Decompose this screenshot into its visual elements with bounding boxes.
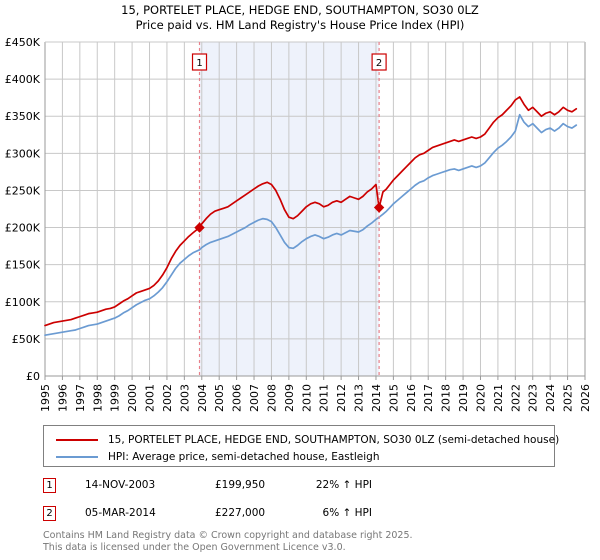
marker-box <box>371 53 387 71</box>
y-axis-tick-label: £200K <box>5 222 41 235</box>
series-line-hpi <box>44 113 578 337</box>
x-axis-tick-label: 1996 <box>56 384 69 412</box>
x-axis-tick-label: 2009 <box>283 384 296 412</box>
x-axis-tick-label: 1999 <box>109 384 122 412</box>
x-axis-tick-label: 2006 <box>231 384 244 412</box>
x-axis-tick-label: 2012 <box>335 384 348 412</box>
x-axis-tick-label: 2026 <box>579 384 592 412</box>
y-axis-tick-label: £50K <box>12 333 41 346</box>
chart-legend: 15, PORTELET PLACE, HEDGE END, SOUTHAMPT… <box>43 425 559 467</box>
x-axis-tick-label: 2016 <box>405 384 418 412</box>
x-axis-tick-label: 2018 <box>440 384 453 412</box>
y-axis-tick-label: £250K <box>5 184 41 197</box>
x-axis-tick-label: 2002 <box>161 384 174 412</box>
x-axis-tick-label: 2022 <box>509 384 522 412</box>
x-axis-tick-label: 1998 <box>91 384 104 412</box>
transaction-date-1: 14-NOV-2003 <box>85 479 156 491</box>
marker-box <box>191 53 208 71</box>
sale-point-marker <box>194 222 205 233</box>
y-axis-tick-label: £150K <box>5 259 41 272</box>
footer-line-1: Contains HM Land Registry data © Crown c… <box>43 530 413 541</box>
sale-point-marker <box>373 202 385 213</box>
footer-line-2: This data is licensed under the Open Gov… <box>43 541 346 553</box>
title-line-2: Price paid vs. HM Land Registry's House … <box>135 18 465 32</box>
x-axis-tick-label: 2014 <box>370 384 383 412</box>
legend-swatch-property <box>56 438 98 441</box>
legend-label-hpi: HPI: Average price, semi-detached house,… <box>108 450 380 463</box>
x-axis-tick-label: 2011 <box>318 384 331 412</box>
legend-item-hpi: HPI: Average price, semi-detached house,… <box>44 448 554 465</box>
x-axis-tick-label: 2020 <box>474 384 487 412</box>
x-axis-tick-label: 2023 <box>527 384 540 412</box>
series-line-property <box>44 96 578 327</box>
legend-swatch-hpi <box>56 455 98 458</box>
x-axis-tick-label: 2010 <box>300 384 313 412</box>
transaction-price-2: £227,000 <box>215 507 266 519</box>
x-axis-tick-label: 1997 <box>74 384 87 412</box>
x-axis-tick-label: 2017 <box>422 384 435 412</box>
x-axis-tick-label: 2005 <box>213 384 226 412</box>
x-axis-tick-label: 1995 <box>39 384 52 412</box>
transaction-date-2: 05-MAR-2014 <box>85 507 156 519</box>
x-axis-tick-label: 2007 <box>248 384 261 412</box>
transaction-hpi-2: 6% ↑ HPI <box>322 507 372 519</box>
marker-box-label: 2 <box>376 58 382 69</box>
transaction-row-2: 2 05-MAR-2014 £227,000 6% ↑ HPI <box>43 505 403 521</box>
y-axis-tick-label: £350K <box>5 110 41 123</box>
x-axis-tick-label: 2021 <box>492 384 505 412</box>
legend-item-property: 15, PORTELET PLACE, HEDGE END, SOUTHAMPT… <box>44 431 559 448</box>
legend-label-property: 15, PORTELET PLACE, HEDGE END, SOUTHAMPT… <box>108 433 560 446</box>
x-axis-tick-label: 2015 <box>387 384 400 412</box>
transaction-price-1: £199,950 <box>215 479 266 491</box>
x-axis-tick-label: 2004 <box>196 384 209 412</box>
title-line-1: 15, PORTELET PLACE, HEDGE END, SOUTHAMPT… <box>121 3 479 17</box>
transaction-badge-1: 1 <box>43 477 56 493</box>
x-axis-tick-label: 2001 <box>144 384 157 412</box>
x-axis-tick-label: 2025 <box>562 384 575 412</box>
x-axis-tick-label: 2003 <box>178 384 191 412</box>
transaction-row-1: 1 14-NOV-2003 £199,950 22% ↑ HPI <box>43 477 403 493</box>
x-axis-tick-label: 2013 <box>353 384 366 412</box>
transaction-badge-2: 2 <box>43 505 56 521</box>
y-axis-tick-label: £400K <box>5 73 41 86</box>
y-axis-tick-label: £100K <box>5 296 41 309</box>
footer-attribution: Contains HM Land Registry data © Crown c… <box>43 530 583 553</box>
transaction-hpi-1: 22% ↑ HPI <box>315 479 372 491</box>
page-title: 15, PORTELET PLACE, HEDGE END, SOUTHAMPT… <box>0 3 600 33</box>
x-axis-tick-label: 2008 <box>265 384 278 412</box>
x-axis-tick-label: 2019 <box>457 384 470 412</box>
y-axis-tick-label: £300K <box>5 147 41 160</box>
x-axis-tick-label: 2024 <box>544 384 557 412</box>
x-axis-tick-label: 2000 <box>126 384 139 412</box>
y-axis-tick-label: £0 <box>26 370 40 383</box>
marker-box-label: 1 <box>196 58 202 69</box>
y-axis-tick-label: £450K <box>5 36 41 49</box>
price-chart: £0 £50K £100K £150K £200K £250K £300K £350K £400… <box>5 36 592 412</box>
